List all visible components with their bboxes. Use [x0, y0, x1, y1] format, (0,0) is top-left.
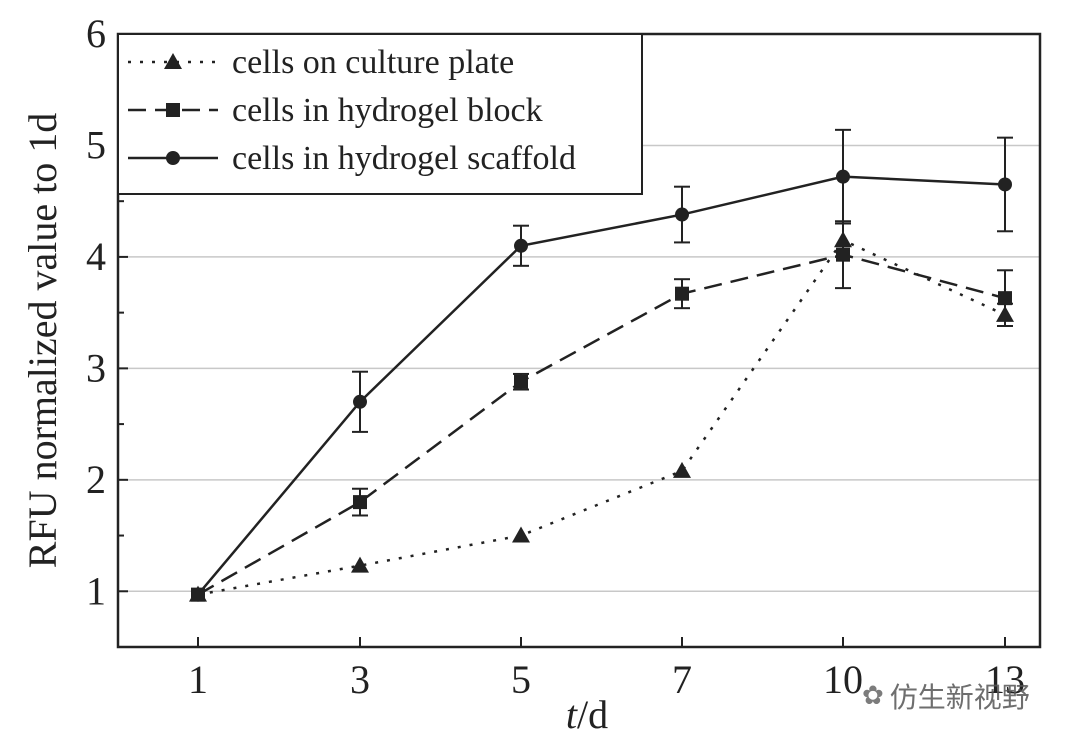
square-marker: [166, 103, 180, 117]
series-dashed: [191, 220, 1013, 602]
legend-label: cells in hydrogel scaffold: [232, 140, 576, 177]
series-layer: [189, 128, 1014, 602]
series-dotted: [189, 222, 1014, 602]
y-tick-label: 5: [86, 122, 106, 167]
legend-box: [117, 33, 643, 195]
y-tick-label: 3: [86, 345, 106, 390]
y-tick-label: 1: [86, 568, 106, 613]
wechat-icon: ✿: [862, 681, 884, 711]
circle-marker: [998, 177, 1012, 192]
series-line: [197, 253, 1006, 596]
x-axis-title: t/d: [566, 692, 608, 737]
series-line: [197, 175, 1006, 596]
legend-label: cells in hydrogel block: [232, 92, 543, 129]
watermark-text: 仿生新视野: [889, 681, 1030, 714]
circle-marker: [514, 238, 528, 253]
square-marker: [353, 495, 367, 510]
triangle-marker: [164, 53, 182, 69]
y-tick-label: 6: [86, 11, 106, 56]
series-solid: [191, 128, 1013, 602]
legend-label: cells on culture plate: [232, 44, 514, 81]
x-tick-label: 3: [350, 657, 370, 702]
triangle-marker: [673, 461, 691, 478]
circle-marker: [191, 587, 205, 602]
triangle-marker: [512, 526, 530, 543]
x-axis-title-var: t: [566, 692, 578, 737]
x-tick-label: 5: [511, 657, 531, 702]
y-tick-label: 4: [86, 234, 106, 279]
y-tick-label: 2: [86, 457, 106, 502]
square-marker: [514, 374, 528, 389]
x-tick-label: 13: [985, 657, 1025, 702]
x-tick-label: 7: [672, 657, 692, 702]
x-tick-label: 1: [188, 657, 208, 702]
x-tick-label: 10: [823, 657, 863, 702]
square-marker: [998, 291, 1012, 306]
square-marker: [675, 286, 689, 301]
series-line: [197, 238, 1006, 596]
circle-marker: [675, 207, 689, 222]
legend: cells on culture plate cells in hydrogel …: [117, 33, 643, 195]
circle-marker: [166, 151, 180, 165]
y-axis-title: RFU normalized value to 1d: [20, 113, 65, 568]
watermark: ✿ 仿生新视野: [862, 676, 1030, 716]
x-axis-title-unit: /d: [577, 692, 608, 737]
circle-marker: [353, 394, 367, 409]
circle-marker: [836, 169, 850, 184]
triangle-marker: [351, 556, 369, 573]
square-marker: [836, 247, 850, 262]
